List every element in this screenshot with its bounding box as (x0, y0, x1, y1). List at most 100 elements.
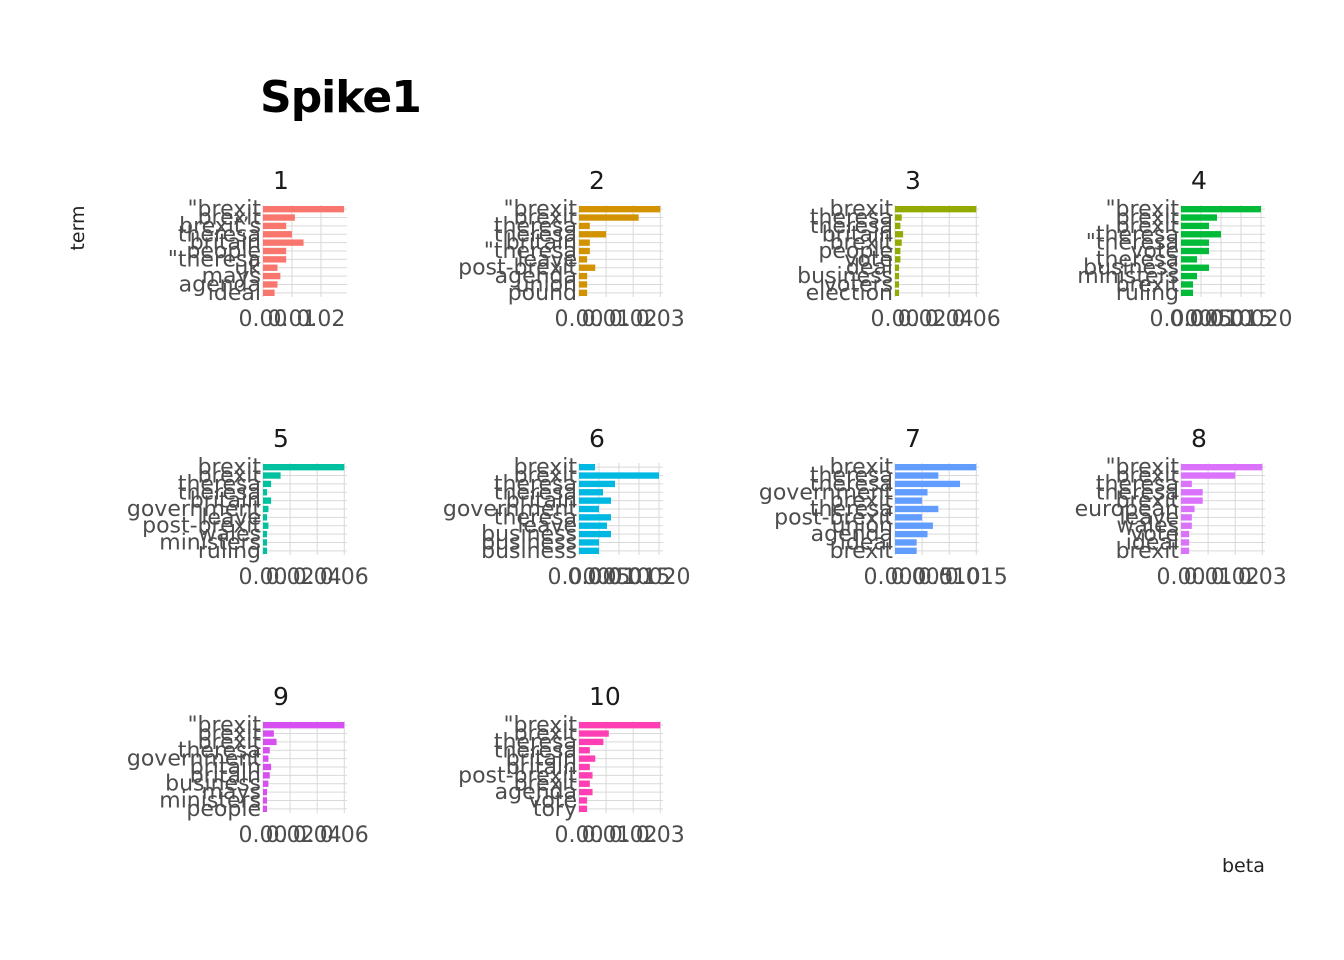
bar (579, 281, 588, 288)
y-tick-label: business (1083, 256, 1179, 281)
bar (579, 214, 639, 221)
y-tick-label: brexit (198, 206, 262, 231)
x-tick-label: 0.06 (320, 565, 369, 590)
bar (579, 514, 611, 521)
bar (579, 497, 611, 504)
bar (263, 505, 269, 513)
y-tick-label: agenda (495, 780, 577, 805)
y-tick-label: ideal (208, 281, 261, 306)
bar (579, 730, 609, 737)
y-tick-label: theresa (494, 505, 577, 530)
bar (263, 730, 274, 737)
y-tick-label: mays (202, 264, 261, 289)
x-tick-label: 0.015 (608, 565, 671, 590)
bar (895, 272, 900, 280)
y-tick-label: uk (234, 256, 261, 281)
bar (263, 247, 287, 255)
y-tick-label: brexit (514, 722, 578, 747)
facet-strip-label: 6 (589, 424, 605, 453)
y-tick-label: "brexit (1105, 455, 1179, 480)
y-tick-label: theresa (494, 480, 577, 505)
y-tick-label: post-brexit (774, 505, 893, 530)
y-tick-label: ministers (1077, 264, 1179, 289)
facet-5: 5 brexitbrexittheresatheresabritaingovern… (127, 424, 369, 590)
x-tick-label: 0.00 (871, 307, 920, 332)
bar (579, 755, 596, 762)
facet-3: 3brexittheresatheresabritainbrexitpeople… (797, 166, 1001, 332)
bar (895, 464, 977, 471)
y-tick-label: brexit (1116, 489, 1180, 514)
bar (263, 788, 268, 796)
bar (579, 738, 604, 746)
y-tick-label: theresa (1096, 480, 1179, 505)
bar (1181, 497, 1203, 504)
bar (579, 231, 607, 238)
x-axis-label: beta (1222, 855, 1265, 877)
bar (579, 747, 590, 754)
x-tick-label: 0.005 (1170, 307, 1233, 332)
facet-strip-label: 3 (905, 166, 921, 195)
y-tick-label: theresa (494, 214, 577, 239)
y-tick-label: theresa (810, 464, 893, 489)
bar (263, 522, 269, 529)
y-tick-label: theresa (178, 472, 261, 497)
x-tick-label: 0.01 (1184, 565, 1233, 590)
y-tick-label: theresa (494, 738, 577, 763)
y-tick-label: brexit (830, 231, 894, 256)
x-tick-label: 0.020 (628, 565, 691, 590)
y-tick-label: britain (822, 222, 893, 247)
bar (263, 497, 272, 504)
y-tick-label: brexit (514, 772, 578, 797)
y-tick-label: brexit’s (179, 214, 261, 239)
facet-7: 7brexittheresatheresagovernmentbrexitthe… (759, 424, 1008, 590)
y-tick-label: wales (1116, 514, 1179, 539)
bar (895, 264, 900, 271)
bar (579, 222, 590, 230)
bar (263, 530, 268, 538)
x-tick-label: 0.02 (898, 307, 947, 332)
facet-9: 9 "brexitbrexitbrexittheresagovernmentbri… (127, 682, 369, 848)
y-tick-label: business (797, 264, 893, 289)
x-tick-label: 0.04 (293, 823, 342, 848)
bar (1181, 272, 1197, 280)
x-tick-label: 0.02 (609, 307, 658, 332)
y-tick-label: theresa (178, 480, 261, 505)
y-tick-label: agenda (495, 264, 577, 289)
facet-strip-label: 5 (273, 424, 289, 453)
bar (263, 222, 287, 230)
bar (263, 464, 345, 471)
y-tick-label: theresa (178, 222, 261, 247)
y-tick-label: union (516, 272, 577, 297)
y-tick-label: britain (190, 489, 261, 514)
bar (263, 472, 281, 479)
y-tick-label: brexit (1116, 272, 1180, 297)
bar (263, 206, 345, 213)
x-tick-label: 0.005 (891, 565, 954, 590)
x-tick-label: 0.00 (239, 307, 288, 332)
y-tick-label: vote (1130, 239, 1179, 264)
x-tick-label: 0.015 (1210, 307, 1273, 332)
bar (579, 763, 590, 771)
y-tick-label: government (759, 480, 893, 505)
bar (263, 264, 278, 271)
bar (263, 289, 275, 296)
y-tick-label: brexit (198, 730, 262, 755)
bar (263, 805, 268, 812)
bar (579, 272, 588, 280)
y-tick-label: business (481, 539, 577, 564)
bar (1181, 281, 1193, 288)
bar (263, 738, 277, 746)
bar (263, 722, 345, 729)
y-tick-label: brexit (198, 722, 262, 747)
y-tick-label: theresa (1096, 472, 1179, 497)
bar (1181, 489, 1203, 496)
facet-8: 8"brexitbrexittheresatheresabrexiteurope… (1075, 424, 1287, 590)
bar (1181, 522, 1192, 529)
y-tick-label: government (127, 747, 261, 772)
facet-strip-label: 2 (589, 166, 605, 195)
y-tick-label: leave (517, 514, 577, 539)
y-tick-label: brexit (514, 206, 578, 231)
bar (263, 539, 268, 546)
x-tick-label: 0.02 (296, 307, 345, 332)
